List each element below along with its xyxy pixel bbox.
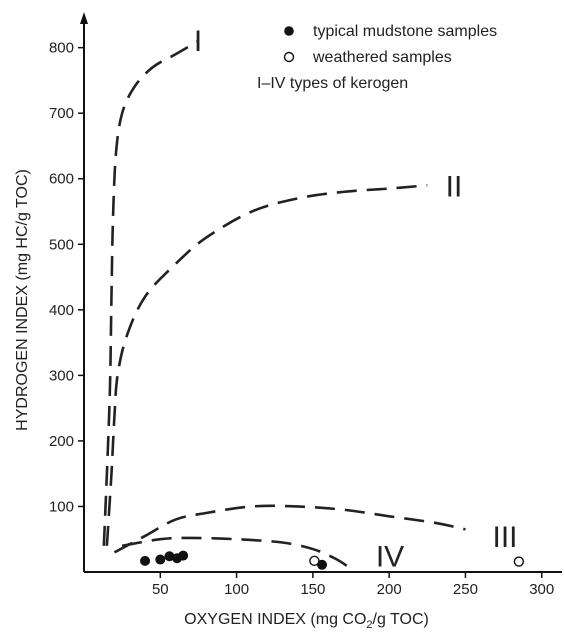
legend-marker-open — [283, 51, 295, 63]
y-tick-label: 600 — [49, 171, 74, 188]
y-tick-label: 300 — [49, 367, 74, 384]
x-tick-label: 150 — [300, 581, 325, 598]
legend-label: I–IV types of kerogen — [257, 75, 408, 92]
y-tick-label: 500 — [49, 236, 74, 253]
x-tick-label: 200 — [377, 581, 402, 598]
kerogen-curve-label: IV — [376, 541, 404, 574]
y-tick-label: 200 — [49, 433, 74, 450]
x-tick-label: 100 — [224, 581, 249, 598]
legend: typical mudstone samples weathered sample… — [257, 23, 497, 92]
x-axis-title-subscript: 2 — [366, 619, 372, 631]
x-tick-label: 50 — [152, 581, 169, 598]
y-tick-label: 100 — [49, 498, 74, 515]
axes: 50 100 150 200 250 300 100 200 300 400 500 600 700 80… — [14, 12, 562, 631]
x-axis-title-part: OXYGEN INDEX (mg CO — [184, 611, 366, 628]
weathered-sample-point — [513, 556, 525, 567]
x-axis-title-part: /g TOC) — [373, 611, 429, 628]
mudstone-sample-point — [155, 554, 166, 565]
mudstone-sample-point — [140, 555, 151, 566]
x-tick-label: 250 — [453, 581, 478, 598]
x-tick-label: 300 — [529, 581, 554, 598]
y-axis-title: HYDROGEN INDEX (mg HC/g TOC) — [14, 169, 31, 431]
y-axis-arrow — [80, 12, 88, 24]
legend-label: weathered samples — [312, 49, 452, 66]
kerogen-curve-iii — [113, 504, 466, 554]
y-tick-label: 800 — [49, 40, 74, 57]
legend-marker-filled — [284, 26, 294, 36]
kerogen-curve-label: II — [446, 170, 463, 203]
x-axis-title: OXYGEN INDEX (mg CO2/g TOC) — [184, 611, 429, 631]
kerogen-curve-ii — [105, 184, 428, 546]
kerogen-curve-label: III — [492, 521, 517, 554]
legend-label: typical mudstone samples — [313, 23, 497, 40]
mudstone-sample-point — [178, 550, 189, 561]
sample-points — [140, 550, 525, 570]
weathered-sample-point — [309, 555, 320, 567]
kerogen-curve-iv — [121, 536, 352, 570]
kerogen-curve-i — [102, 39, 200, 546]
y-tick-label: 400 — [49, 302, 74, 319]
kerogen-curve-label: I — [194, 25, 202, 58]
y-tick-label: 700 — [49, 105, 74, 122]
